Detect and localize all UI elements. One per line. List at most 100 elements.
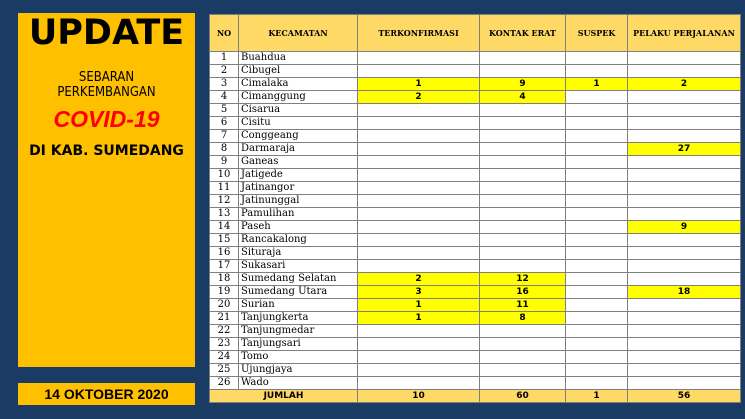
cell-suspek [565, 350, 628, 364]
cell-terkonfirmasi [357, 194, 480, 208]
cell-kontak-erat: 9 [479, 77, 566, 91]
cell-terkonfirmasi [357, 207, 480, 221]
table-row: 12 Jatinunggal [209, 194, 741, 208]
cell-terkonfirmasi [357, 51, 480, 65]
cell-kontak-erat [479, 51, 566, 65]
cell-suspek [565, 129, 628, 143]
cell-kontak-erat [479, 142, 566, 156]
table-row: 16 Situraja [209, 246, 741, 260]
row-no: 19 [209, 285, 239, 299]
cell-terkonfirmasi [357, 129, 480, 143]
cell-terkonfirmasi [357, 168, 480, 182]
row-no: 11 [209, 181, 239, 195]
cell-suspek [565, 246, 628, 260]
cell-pelaku-perjalanan [627, 103, 741, 117]
cell-terkonfirmasi [357, 246, 480, 260]
cell-pelaku-perjalanan [627, 129, 741, 143]
cell-suspek [565, 259, 628, 273]
cell-kontak-erat [479, 337, 566, 351]
row-kecamatan: Jatinunggal [238, 194, 358, 208]
cell-pelaku-perjalanan [627, 324, 741, 338]
table-row: 1 Buahdua [209, 51, 741, 65]
row-no: 21 [209, 311, 239, 325]
table-row: 8 Darmaraja 27 [209, 142, 741, 156]
row-no: 25 [209, 363, 239, 377]
row-kecamatan: Darmaraja [238, 142, 358, 156]
cell-terkonfirmasi [357, 155, 480, 169]
cell-terkonfirmasi: 1 [357, 311, 480, 325]
cell-pelaku-perjalanan [627, 246, 741, 260]
cell-kontak-erat [479, 194, 566, 208]
row-kecamatan: Cimanggung [238, 90, 358, 104]
table-row: 6 Cisitu [209, 116, 741, 130]
cell-terkonfirmasi [357, 259, 480, 273]
cell-kontak-erat [479, 233, 566, 247]
table-row: 3 Cimalaka 1 9 1 2 [209, 77, 741, 91]
row-kecamatan: Cibugel [238, 64, 358, 78]
cell-pelaku-perjalanan: 18 [627, 285, 741, 299]
cell-suspek [565, 51, 628, 65]
cell-kontak-erat [479, 129, 566, 143]
cell-kontak-erat: 8 [479, 311, 566, 325]
row-kecamatan: Ganeas [238, 155, 358, 169]
table-row: 7 Conggeang [209, 129, 741, 143]
table-row: 10 Jatigede [209, 168, 741, 182]
row-kecamatan: Paseh [238, 220, 358, 234]
row-no: 24 [209, 350, 239, 364]
cell-terkonfirmasi: 1 [357, 298, 480, 312]
cell-terkonfirmasi [357, 116, 480, 130]
row-no: 13 [209, 207, 239, 221]
row-kecamatan: Tanjungkerta [238, 311, 358, 325]
cell-terkonfirmasi: 1 [357, 77, 480, 91]
row-no: 5 [209, 103, 239, 117]
subtitle-line2: PERKEMBANGAN [57, 85, 156, 100]
row-kecamatan: Tomo [238, 350, 358, 364]
total-suspek: 1 [565, 389, 628, 403]
cell-terkonfirmasi [357, 350, 480, 364]
row-kecamatan: Cimalaka [238, 77, 358, 91]
cell-kontak-erat [479, 207, 566, 221]
cell-suspek [565, 207, 628, 221]
cell-pelaku-perjalanan [627, 51, 741, 65]
total-kontak-erat: 60 [479, 389, 566, 403]
row-kecamatan: Pamulihan [238, 207, 358, 221]
cell-suspek [565, 155, 628, 169]
cell-terkonfirmasi [357, 64, 480, 78]
cell-suspek [565, 181, 628, 195]
cell-terkonfirmasi [357, 376, 480, 390]
location-label: DI KAB. SUMEDANG [29, 143, 184, 159]
row-no: 12 [209, 194, 239, 208]
total-label: JUMLAH [209, 389, 358, 403]
row-no: 8 [209, 142, 239, 156]
cell-kontak-erat: 16 [479, 285, 566, 299]
cell-pelaku-perjalanan: 27 [627, 142, 741, 156]
cell-pelaku-perjalanan [627, 64, 741, 78]
cell-suspek [565, 311, 628, 325]
table-row: 13 Pamulihan [209, 207, 741, 221]
row-no: 4 [209, 90, 239, 104]
total-terkonfirmasi: 10 [357, 389, 480, 403]
cell-pelaku-perjalanan [627, 181, 741, 195]
title-panel: UPDATE SEBARAN PERKEMBANGAN COVID-19 DI … [18, 13, 195, 367]
cell-pelaku-perjalanan [627, 363, 741, 377]
cell-pelaku-perjalanan [627, 168, 741, 182]
cell-terkonfirmasi [357, 142, 480, 156]
table-row: 2 Cibugel [209, 64, 741, 78]
cell-pelaku-perjalanan [627, 311, 741, 325]
update-title: UPDATE [28, 13, 185, 53]
cell-kontak-erat: 4 [479, 90, 566, 104]
table-row: 5 Cisarua [209, 103, 741, 117]
cell-pelaku-perjalanan [627, 207, 741, 221]
cell-kontak-erat [479, 376, 566, 390]
table-row: 21 Tanjungkerta 1 8 [209, 311, 741, 325]
cell-suspek [565, 363, 628, 377]
cell-suspek: 1 [565, 77, 628, 91]
cell-pelaku-perjalanan [627, 194, 741, 208]
cell-kontak-erat [479, 350, 566, 364]
row-kecamatan: Sumedang Utara [238, 285, 358, 299]
table-row: 23 Tanjungsari [209, 337, 741, 351]
cell-kontak-erat: 12 [479, 272, 566, 286]
cell-terkonfirmasi [357, 220, 480, 234]
cell-kontak-erat: 11 [479, 298, 566, 312]
cell-pelaku-perjalanan [627, 233, 741, 247]
